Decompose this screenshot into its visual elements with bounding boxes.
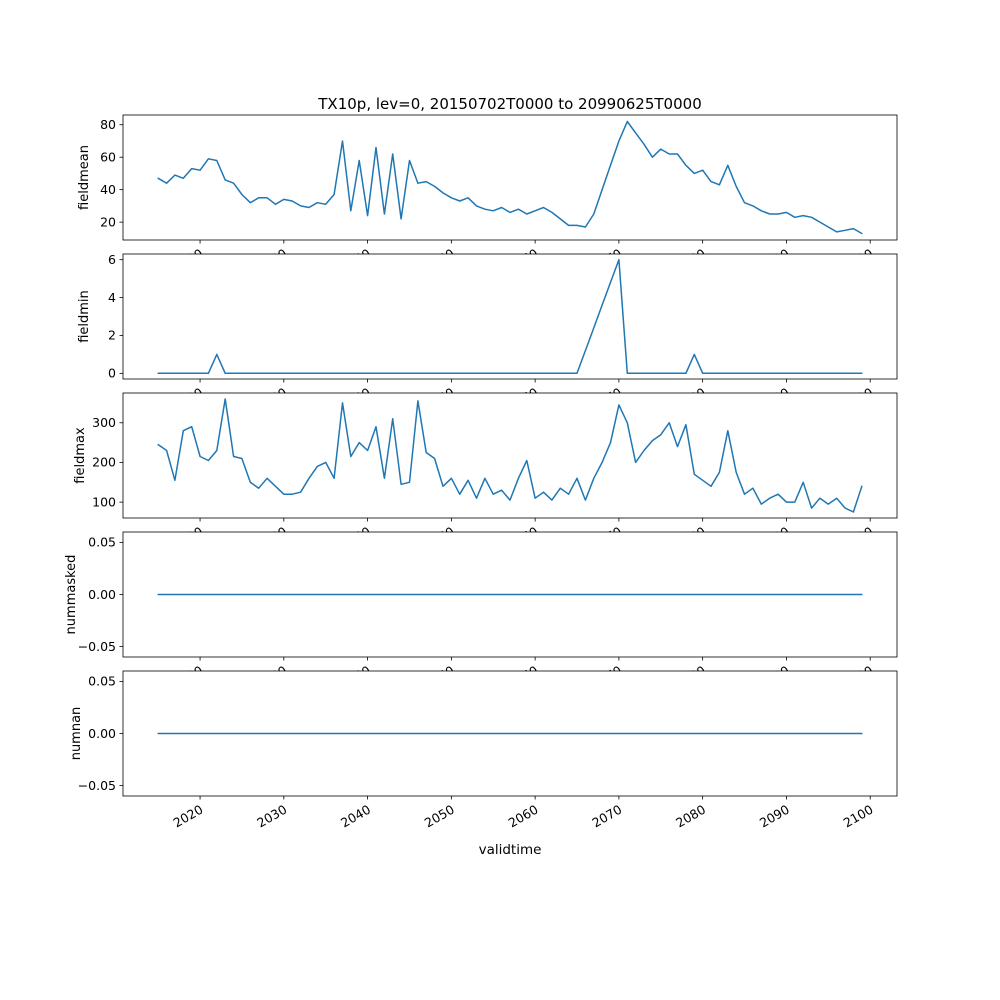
- axes-frame: [122, 392, 898, 519]
- subplot-numnan: 2020 2030 2040 2050 2060 2070 2080 2090 2100 −0.0…: [69, 670, 898, 831]
- y-tick-label: 300: [92, 415, 116, 430]
- y-tick-label: 80: [100, 117, 116, 132]
- y-tick-label: 0.05: [88, 674, 116, 689]
- x-tick-label: 2030: [254, 802, 289, 831]
- subplot-fieldmin: 2020203020402050206020702080209021000246…: [77, 252, 898, 414]
- series-line-fieldmin: [157, 258, 863, 375]
- y-tick-label: 0.00: [88, 726, 116, 741]
- axes-background: [123, 393, 897, 518]
- y-tick-label: 100: [92, 494, 116, 509]
- x-tick-label: 2070: [589, 802, 624, 831]
- axes-frame: [122, 114, 898, 241]
- y-tick-label: 0.00: [88, 587, 116, 602]
- subplot-fieldmax: 2020203020402050206020702080209021001002…: [73, 392, 898, 553]
- x-tick-label: 2060: [506, 802, 541, 831]
- subplot-fieldmean: 2020203020402050206020702080209021002040…: [77, 114, 898, 275]
- series-line-fieldmax: [157, 398, 863, 513]
- x-tick-label: 2020: [171, 802, 206, 831]
- y-tick-label: 0: [108, 366, 116, 381]
- y-axis-title: fieldmin: [77, 290, 92, 343]
- y-axis-title: fieldmax: [73, 427, 88, 484]
- y-tick-label: 0.05: [88, 535, 116, 550]
- x-tick-label: 2050: [422, 802, 457, 831]
- subplot-nummasked: 202020302040205020602070208020902100−0.0…: [64, 531, 898, 692]
- series-line-fieldmean: [157, 120, 863, 235]
- y-tick-label: 20: [100, 214, 116, 229]
- axes-background: [123, 115, 897, 240]
- axes-frame: [122, 253, 898, 380]
- y-tick-label: 200: [92, 455, 116, 470]
- y-tick-label: 40: [100, 182, 116, 197]
- x-tick-label: 2090: [757, 802, 792, 831]
- y-tick-label: 60: [100, 150, 116, 165]
- x-tick-label: 2100: [841, 802, 876, 831]
- x-tick-label: 2040: [338, 802, 373, 831]
- axes-frame: [122, 670, 898, 797]
- y-tick-label: −0.05: [78, 778, 116, 793]
- axes-background: [123, 254, 897, 379]
- y-tick-label: 4: [108, 290, 116, 305]
- axes-frame: [122, 531, 898, 658]
- y-tick-label: −0.05: [78, 639, 116, 654]
- x-tick-label: 2080: [673, 802, 708, 831]
- y-tick-label: 6: [108, 252, 116, 267]
- chart-title: TX10p, lev=0, 20150702T0000 to 20990625T…: [318, 95, 702, 113]
- y-axis-title: fieldmean: [77, 145, 92, 210]
- y-tick-label: 2: [108, 328, 116, 343]
- y-axis-title: numnan: [69, 707, 84, 761]
- y-axis-title: nummasked: [64, 555, 79, 635]
- x-axis-label: validtime: [478, 842, 542, 858]
